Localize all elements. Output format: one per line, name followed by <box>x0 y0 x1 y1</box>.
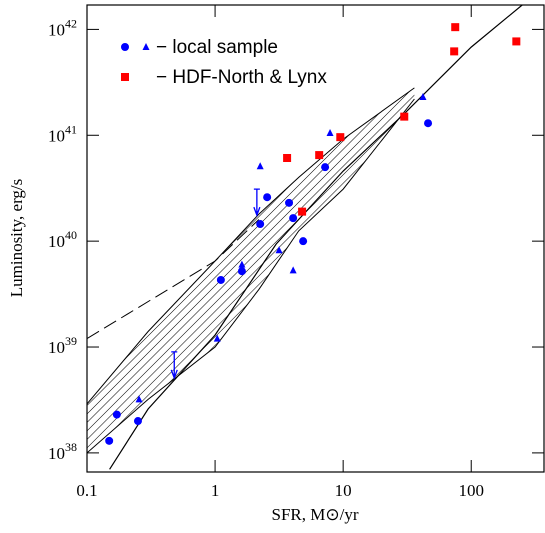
upper-limit <box>253 188 261 217</box>
point <box>336 133 345 142</box>
point <box>315 151 324 160</box>
solid-line <box>109 5 523 470</box>
point <box>321 163 330 172</box>
point <box>275 246 283 254</box>
y-tick-label: 1039 <box>48 334 77 357</box>
point <box>419 92 427 100</box>
y-tick-label: 1041 <box>48 122 77 145</box>
y-axis-label: Luminosity, erg/s <box>7 179 26 298</box>
point <box>133 417 142 426</box>
point <box>299 237 308 246</box>
y-tick-label: 1040 <box>48 228 77 251</box>
point <box>285 198 294 207</box>
dashed-line <box>87 219 260 340</box>
legend-label: − local sample <box>156 37 278 58</box>
point <box>105 436 114 445</box>
point <box>512 37 521 46</box>
point <box>238 260 246 268</box>
point <box>424 119 433 128</box>
point <box>135 395 143 403</box>
point <box>289 214 298 223</box>
plot-area <box>87 5 523 470</box>
x-tick-label: 100 <box>458 481 484 500</box>
point <box>298 207 307 216</box>
point <box>283 154 292 163</box>
point <box>237 267 246 276</box>
x-tick-label: 0.1 <box>76 481 97 500</box>
point <box>112 410 121 419</box>
legend-marker <box>142 43 150 50</box>
point <box>216 275 225 284</box>
point <box>450 47 459 56</box>
y-tick-label: 1038 <box>48 440 77 463</box>
legend-marker <box>121 43 129 51</box>
point <box>289 266 297 274</box>
upper-limit <box>170 351 178 380</box>
band-lower <box>87 98 415 454</box>
legend-marker <box>121 73 129 81</box>
x-tick-label: 10 <box>335 481 352 500</box>
band-fill <box>87 87 415 453</box>
point <box>213 334 221 342</box>
legend-label: − HDF-North & Lynx <box>156 67 327 88</box>
y-tick-label: 1042 <box>48 16 77 39</box>
x-tick-label: 1 <box>211 481 220 500</box>
point <box>326 129 334 137</box>
plot-frame <box>86 4 545 473</box>
point <box>451 23 460 32</box>
x-axis-label: SFR, M⊙/yr <box>272 505 359 524</box>
point <box>400 112 409 121</box>
point <box>263 193 272 202</box>
point <box>256 220 265 229</box>
point <box>256 162 264 170</box>
